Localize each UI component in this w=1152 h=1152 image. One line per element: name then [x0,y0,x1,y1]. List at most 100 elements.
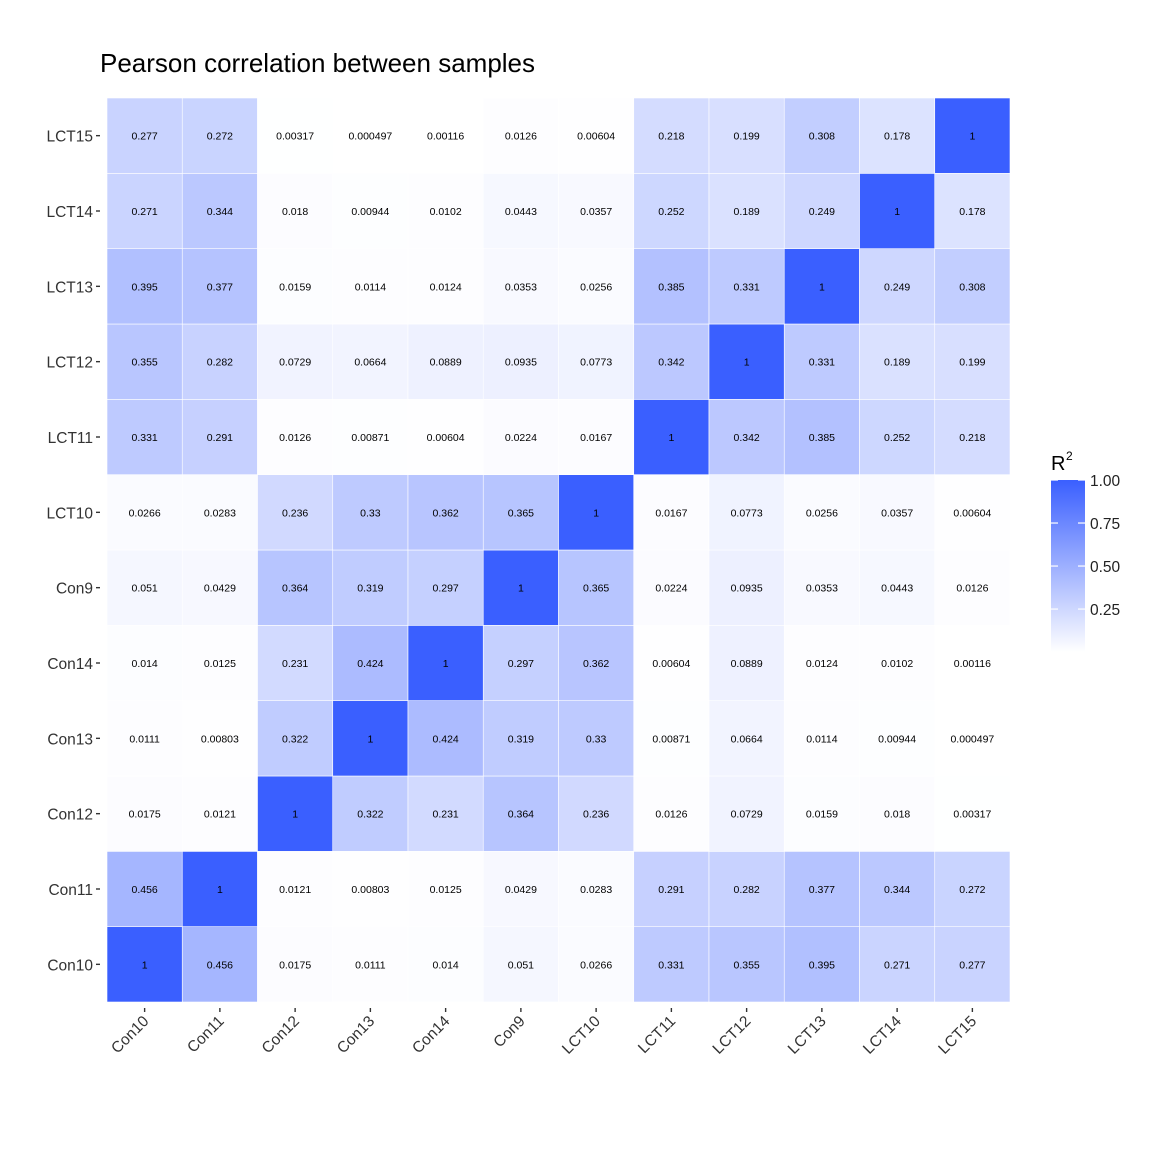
cell-value-label: 0.018 [282,206,308,218]
heatmap-cell [934,399,1011,475]
heatmap-cell [332,474,409,551]
heatmap-cell [181,549,258,626]
heatmap-cell [783,399,860,475]
heatmap-cell [181,625,258,701]
heatmap-cell [859,549,936,626]
heatmap-cell [332,248,409,325]
heatmap-cell [482,851,559,927]
cell-value-label: 0.362 [583,658,609,670]
heatmap-cell [181,851,258,927]
cell-value-label: 0.0114 [806,733,837,745]
heatmap-cell [783,97,860,174]
cell-value-label: 0.00604 [427,432,465,444]
heatmap-cell [633,248,710,325]
heatmap-cell [558,399,635,475]
heatmap-cell [633,173,710,249]
heatmap-cell [934,625,1011,701]
cell-value-label: 0.272 [207,131,233,143]
heatmap-cell [181,97,258,174]
heatmap-cell [708,549,785,626]
heatmap-cell [482,399,559,475]
cell-value-label: 0.0159 [279,281,311,293]
cell-value-label: 0.0889 [430,357,462,369]
cell-value-label: 0.252 [884,432,910,444]
y-tick-label: Con9 [56,581,93,598]
cell-value-label: 0.0124 [430,281,462,293]
heatmap-cell [558,775,635,852]
cell-value-label: 0.00317 [953,809,991,821]
cell-value-label: 0.0664 [354,357,386,369]
heatmap-cell [783,851,860,927]
cell-value-label: 0.0175 [129,809,161,821]
heatmap-cell [257,549,334,626]
cell-value-label: 0.00944 [351,206,389,218]
heatmap-cell [633,926,710,1003]
y-tick-label: LCT13 [46,279,93,296]
heatmap-cell [257,851,334,927]
heatmap-cell [106,851,183,927]
heatmap-cell [407,399,484,475]
heatmap-cell [633,474,710,551]
cell-value-label: 0.00604 [953,507,991,519]
cell-value-label: 1 [518,583,524,595]
chart-title: Pearson correlation between samples [100,48,536,78]
cell-value-label: 0.297 [508,658,534,670]
cell-value-label: 0.199 [959,357,985,369]
cell-value-label: 0.0266 [129,507,161,519]
heatmap-cell [783,625,860,701]
heatmap-cell [859,851,936,927]
y-tick-label: LCT11 [48,430,93,447]
cell-value-label: 0.0125 [430,884,462,896]
heatmap-cell [106,323,183,400]
color-legend: R 2 1.00 0.75 0.50 0.25 [1051,449,1121,652]
cell-value-label: 0.00871 [351,432,389,444]
cell-value-label: 0.0773 [731,507,763,519]
heatmap-cell [181,399,258,475]
cell-value-label: 0.00604 [652,658,690,670]
cell-value-label: 0.365 [508,507,534,519]
heatmap-cell [633,851,710,927]
cell-value-label: 0.0167 [655,507,687,519]
cell-value-label: 0.342 [733,432,759,444]
cell-value-label: 0.362 [432,507,458,519]
cell-value-label: 0.456 [207,959,233,971]
heatmap-cell [257,97,334,174]
heatmap-cell [859,700,936,777]
cell-value-label: 1 [819,281,825,293]
cell-value-label: 0.0224 [655,583,687,595]
heatmap-cell [558,173,635,249]
heatmap-cell [482,474,559,551]
heatmap-cell [106,549,183,626]
cell-value-label: 0.0266 [580,959,612,971]
heatmap-cell [708,926,785,1003]
heatmap-cell [482,97,559,174]
y-tick-label: LCT14 [46,204,93,221]
heatmap-cell [482,926,559,1003]
cell-value-label: 0.364 [282,583,308,595]
cell-value-label: 0.000497 [950,733,994,745]
heatmap-cell [257,173,334,249]
heatmap-cell [633,97,710,174]
heatmap-cell [633,700,710,777]
heatmap-cell [783,549,860,626]
cell-value-label: 1 [217,884,223,896]
cell-value-label: 0.424 [357,658,383,670]
x-tick-label: Con9 [490,1013,528,1051]
heatmap-cell [934,474,1011,551]
cell-value-label: 0.236 [583,809,609,821]
heatmap-cell [633,399,710,475]
heatmap-cell [934,926,1011,1003]
cell-value-label: 0.308 [809,131,835,143]
cell-value-label: 1 [142,959,148,971]
heatmap-cell [106,474,183,551]
cell-value-label: 0.0126 [279,432,311,444]
heatmap-cell [106,399,183,475]
heatmap-cell [407,97,484,174]
heatmap-cell [934,248,1011,325]
heatmap-cell [407,775,484,852]
heatmap-cell [934,549,1011,626]
cell-value-label: 0.00803 [351,884,389,896]
cell-value-label: 0.377 [207,281,233,293]
heatmap-cell [783,700,860,777]
cell-value-label: 0.308 [959,281,985,293]
